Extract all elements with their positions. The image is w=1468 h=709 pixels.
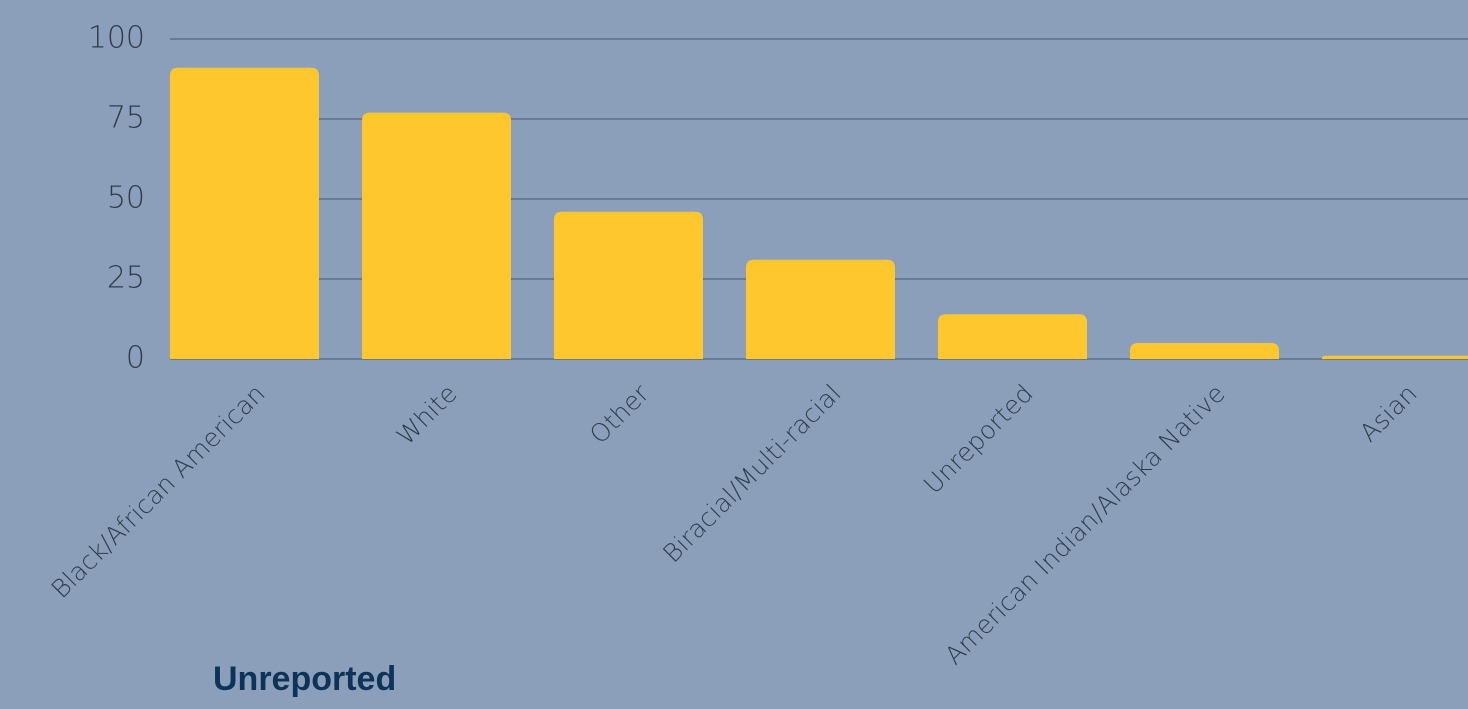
- bar: [1130, 343, 1279, 359]
- bar: [746, 259, 895, 359]
- bar: [1322, 355, 1468, 359]
- bar: [170, 67, 319, 360]
- y-tick-label: 50: [107, 181, 145, 216]
- bar: [554, 211, 703, 359]
- y-tick-label: 100: [88, 21, 145, 56]
- bar: [362, 112, 511, 359]
- bar: [938, 314, 1087, 359]
- annotation: Unreported: [213, 660, 396, 698]
- y-tick-label: 0: [126, 341, 145, 376]
- y-tick-label: 75: [107, 101, 145, 136]
- y-tick-label: 25: [107, 261, 145, 296]
